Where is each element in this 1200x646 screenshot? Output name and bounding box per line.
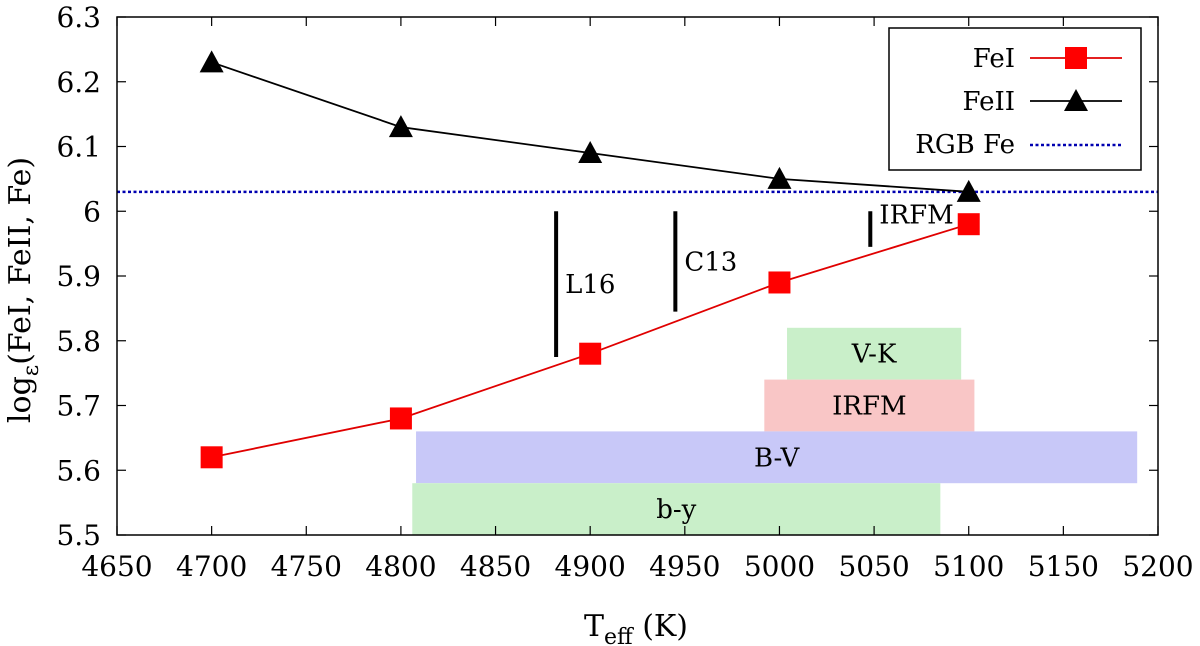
marker-label-c13: C13 <box>684 247 737 277</box>
x-axis-label-main: T <box>584 609 604 644</box>
data-point-fei-4900 <box>579 342 602 365</box>
series-layer <box>199 50 981 469</box>
legend-marker-feii <box>1064 89 1088 111</box>
range-band-b-v-2 <box>416 431 1138 484</box>
x-axis-label-sub: eff <box>604 625 634 646</box>
y-tick-label-6-2: 6.2 <box>56 66 101 99</box>
range-label-v-k-0: V-K <box>851 340 897 370</box>
temperature-markers: L16 C13 IRFM <box>554 200 954 357</box>
legend: FeI FeII RGB Fe <box>888 27 1142 171</box>
y-axis-label-rest: (FeI, FeII, Fe) <box>3 157 38 365</box>
data-point-feii-4700 <box>199 50 224 73</box>
x-tick-label-4650: 4650 <box>81 550 152 583</box>
y-tick-label-5-8: 5.8 <box>56 325 101 358</box>
x-tick-label-5200: 5200 <box>1122 550 1193 583</box>
x-tick-label-4950: 4950 <box>649 550 720 583</box>
data-point-feii-4900 <box>578 140 603 163</box>
range-bands: V-K IRFM B-V b-y <box>412 327 1138 535</box>
series-line-feii <box>211 61 969 193</box>
data-point-fei-4800 <box>389 407 412 430</box>
data-point-fei-5100 <box>957 213 980 236</box>
data-point-feii-4800 <box>388 115 413 138</box>
x-tick-label-4700: 4700 <box>176 550 247 583</box>
marker-label-irfm: IRFM <box>879 200 954 230</box>
y-axis-label: logε(FeI, FeII, Fe) <box>3 157 44 423</box>
x-tick-label-5150: 5150 <box>1028 550 1099 583</box>
y-axis-label-main: log <box>3 376 38 423</box>
axis-ticks: 4650 4700 4750 4800 4850 4900 4950 5000 5050 5100… <box>56 1 1193 583</box>
x-tick-label-4850: 4850 <box>460 550 531 583</box>
x-tick-label-5000: 5000 <box>744 550 815 583</box>
legend-marker-fei <box>1065 47 1087 69</box>
legend-label-fei: FeI <box>973 44 1015 74</box>
data-point-fei-5000 <box>768 271 791 294</box>
x-axis-label: Teff (K) <box>584 609 688 646</box>
range-band-irfm-1 <box>764 379 975 432</box>
y-tick-label-5-6: 5.6 <box>56 454 101 487</box>
data-point-feii-5000 <box>767 166 792 189</box>
y-tick-label-5-7: 5.7 <box>56 390 101 423</box>
range-label-b-v-2: B-V <box>754 443 800 473</box>
x-tick-label-4800: 4800 <box>365 550 436 583</box>
legend-box <box>888 27 1142 171</box>
marker-label-l16: L16 <box>565 270 615 300</box>
range-band-b-y-3 <box>412 483 941 535</box>
x-tick-label-4750: 4750 <box>271 550 342 583</box>
y-tick-label-5-9: 5.9 <box>56 260 101 293</box>
x-tick-label-4900: 4900 <box>555 550 626 583</box>
y-tick-label-6-1: 6.1 <box>56 131 101 164</box>
x-tick-label-5100: 5100 <box>933 550 1004 583</box>
range-label-b-y-3: b-y <box>656 495 696 525</box>
range-band-v-k-0 <box>787 327 962 380</box>
range-label-irfm-1: IRFM <box>832 392 907 422</box>
legend-label-feii: FeII <box>962 87 1015 117</box>
x-tick-label-5050: 5050 <box>838 550 909 583</box>
y-tick-label-6: 6 <box>83 195 101 228</box>
y-tick-label-6-3: 6.3 <box>56 1 101 34</box>
data-point-feii-5100 <box>956 179 981 202</box>
data-point-fei-4700 <box>200 446 223 469</box>
legend-label-rgb-fe: RGB Fe <box>915 130 1015 160</box>
y-axis-label-sub: ε <box>19 365 44 376</box>
x-axis-label-unit: (K) <box>633 609 688 644</box>
y-tick-label-5-5: 5.5 <box>56 519 101 552</box>
